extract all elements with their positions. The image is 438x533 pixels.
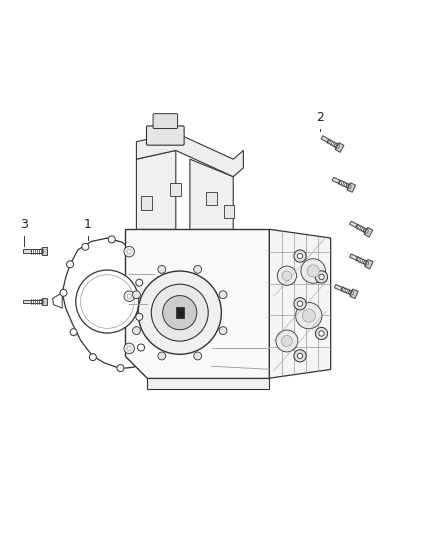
- Polygon shape: [190, 159, 233, 229]
- Polygon shape: [125, 229, 269, 378]
- Bar: [206, 192, 217, 205]
- Bar: [224, 205, 234, 219]
- Polygon shape: [327, 139, 338, 148]
- Circle shape: [294, 350, 306, 362]
- Polygon shape: [347, 183, 356, 192]
- Circle shape: [158, 265, 166, 273]
- Circle shape: [319, 331, 324, 336]
- Circle shape: [136, 279, 143, 286]
- Circle shape: [276, 330, 298, 352]
- Polygon shape: [136, 150, 176, 229]
- Circle shape: [319, 274, 324, 279]
- Polygon shape: [335, 143, 344, 152]
- Circle shape: [194, 265, 201, 273]
- Circle shape: [297, 254, 303, 259]
- Circle shape: [138, 344, 145, 351]
- Circle shape: [151, 284, 208, 341]
- Polygon shape: [31, 249, 42, 253]
- Polygon shape: [332, 177, 340, 183]
- Circle shape: [158, 352, 166, 360]
- Circle shape: [282, 271, 292, 280]
- Circle shape: [219, 291, 227, 298]
- Circle shape: [294, 250, 306, 262]
- Polygon shape: [364, 260, 373, 269]
- Polygon shape: [23, 249, 31, 253]
- Circle shape: [162, 296, 197, 330]
- Polygon shape: [350, 289, 358, 298]
- Circle shape: [117, 365, 124, 372]
- Circle shape: [315, 271, 328, 283]
- Circle shape: [297, 301, 303, 306]
- Circle shape: [302, 309, 315, 322]
- Circle shape: [60, 289, 67, 296]
- Circle shape: [70, 329, 77, 336]
- Polygon shape: [356, 257, 367, 264]
- Polygon shape: [350, 254, 357, 260]
- Circle shape: [127, 346, 131, 351]
- Circle shape: [124, 291, 134, 302]
- Circle shape: [277, 266, 297, 285]
- Polygon shape: [62, 238, 147, 368]
- Circle shape: [281, 335, 293, 346]
- Bar: [141, 197, 152, 209]
- Polygon shape: [53, 293, 62, 308]
- FancyBboxPatch shape: [153, 114, 177, 128]
- Polygon shape: [42, 247, 47, 255]
- Polygon shape: [364, 228, 373, 237]
- Circle shape: [219, 327, 227, 335]
- Circle shape: [136, 313, 143, 320]
- Polygon shape: [341, 287, 352, 294]
- Circle shape: [133, 327, 141, 335]
- Circle shape: [108, 236, 115, 243]
- Circle shape: [138, 271, 221, 354]
- Circle shape: [307, 265, 319, 277]
- Polygon shape: [335, 285, 342, 290]
- Polygon shape: [42, 297, 47, 305]
- Polygon shape: [136, 133, 244, 177]
- Bar: [176, 307, 184, 318]
- Circle shape: [315, 327, 328, 340]
- Polygon shape: [321, 136, 329, 142]
- Circle shape: [301, 259, 325, 283]
- Circle shape: [124, 246, 134, 257]
- Polygon shape: [31, 300, 42, 303]
- Circle shape: [89, 354, 96, 361]
- Polygon shape: [339, 180, 350, 188]
- Text: 2: 2: [316, 111, 324, 124]
- Circle shape: [194, 352, 201, 360]
- Circle shape: [67, 261, 74, 268]
- Polygon shape: [23, 300, 31, 303]
- Circle shape: [124, 343, 134, 354]
- Circle shape: [127, 294, 131, 298]
- Polygon shape: [350, 221, 357, 228]
- Text: 3: 3: [20, 219, 28, 231]
- FancyBboxPatch shape: [146, 126, 184, 145]
- Circle shape: [297, 353, 303, 359]
- Circle shape: [82, 243, 89, 251]
- Polygon shape: [269, 229, 331, 378]
- Circle shape: [133, 291, 141, 298]
- Circle shape: [294, 297, 306, 310]
- Text: 1: 1: [84, 219, 92, 231]
- Bar: [170, 183, 180, 197]
- Circle shape: [76, 270, 139, 333]
- Circle shape: [296, 303, 322, 329]
- Polygon shape: [147, 378, 269, 389]
- Polygon shape: [356, 224, 367, 232]
- Circle shape: [127, 249, 131, 254]
